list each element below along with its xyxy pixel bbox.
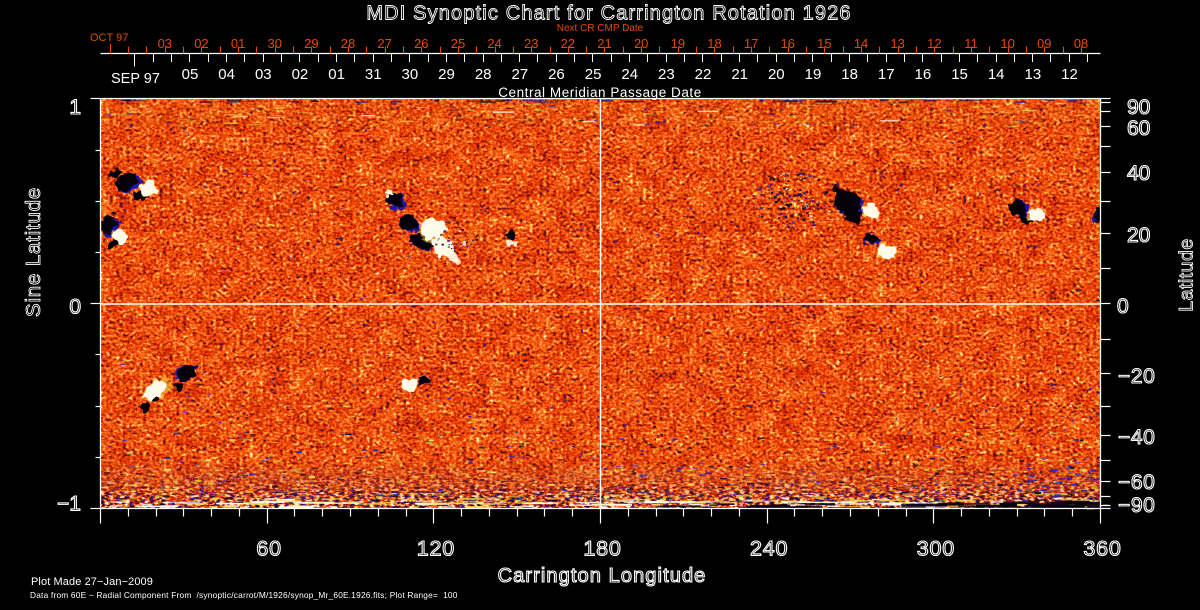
- svg-text:120: 120: [417, 537, 455, 561]
- svg-text:20: 20: [1127, 224, 1150, 247]
- svg-text:360: 360: [1083, 537, 1121, 561]
- svg-text:180: 180: [583, 537, 621, 561]
- svg-text:0: 0: [69, 296, 81, 319]
- svg-text:−60: −60: [1118, 471, 1155, 494]
- svg-text:Sine Latitude: Sine Latitude: [22, 187, 45, 317]
- svg-text:300: 300: [917, 537, 955, 561]
- svg-text:240: 240: [750, 537, 788, 561]
- svg-text:Carrington Longitude: Carrington Longitude: [498, 565, 707, 587]
- svg-text:60: 60: [256, 537, 282, 561]
- svg-text:−90: −90: [1118, 494, 1155, 517]
- svg-text:1: 1: [69, 96, 81, 119]
- svg-text:0: 0: [1117, 295, 1129, 318]
- svg-text:Latitude: Latitude: [1176, 238, 1198, 311]
- svg-text:90: 90: [1127, 96, 1150, 119]
- svg-text:−40: −40: [1118, 426, 1155, 449]
- svg-text:−1: −1: [57, 493, 81, 516]
- svg-text:60: 60: [1127, 117, 1150, 140]
- svg-text:−20: −20: [1118, 365, 1155, 388]
- svg-text:MDI Synoptic Chart for Carring: MDI Synoptic Chart for Carrington Rotati…: [366, 3, 851, 25]
- svg-text:40: 40: [1127, 162, 1150, 185]
